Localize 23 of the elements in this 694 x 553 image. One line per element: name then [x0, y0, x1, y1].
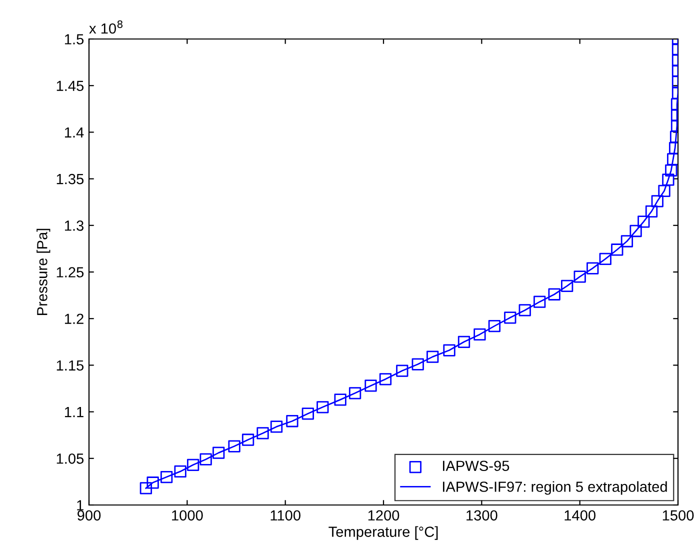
x-tick-label: 1500	[662, 510, 694, 521]
y-tick-label: 1.05	[56, 454, 84, 464]
y-tick-label: 1.35	[56, 174, 84, 184]
x-tick-label: 1300	[466, 510, 498, 521]
y-tick-label: 1.25	[56, 267, 84, 278]
x-tick-label: 1200	[368, 510, 400, 521]
y-tick-label: 1.3	[64, 220, 84, 231]
x-tick-label: 1400	[564, 510, 596, 521]
y-tick-label: 1.2	[64, 314, 84, 324]
text: x 10$^{8}$	[89, 20, 122, 34]
legend-label: IAPWS-95	[442, 460, 510, 472]
y-tick-label: 1.15	[56, 360, 84, 371]
x-tick-label: 900	[78, 510, 101, 521]
y-axis-title: Pressure [Pa]	[36, 228, 50, 315]
x-axis-title: Temperature [°C]	[328, 526, 438, 540]
y-tick-label: 1.1	[64, 407, 84, 418]
y-tick-label: 1.4	[64, 127, 84, 138]
legend-label: IAPWS-IF97: region 5 extrapolated	[442, 481, 667, 495]
x-tick-label: 1000	[172, 510, 203, 521]
y-tick-label: 1.45	[56, 80, 84, 92]
y-tick-label: 1	[77, 500, 84, 510]
x-tick-label: 1100	[270, 510, 300, 521]
y-tick-label: 1.5	[64, 34, 84, 44]
